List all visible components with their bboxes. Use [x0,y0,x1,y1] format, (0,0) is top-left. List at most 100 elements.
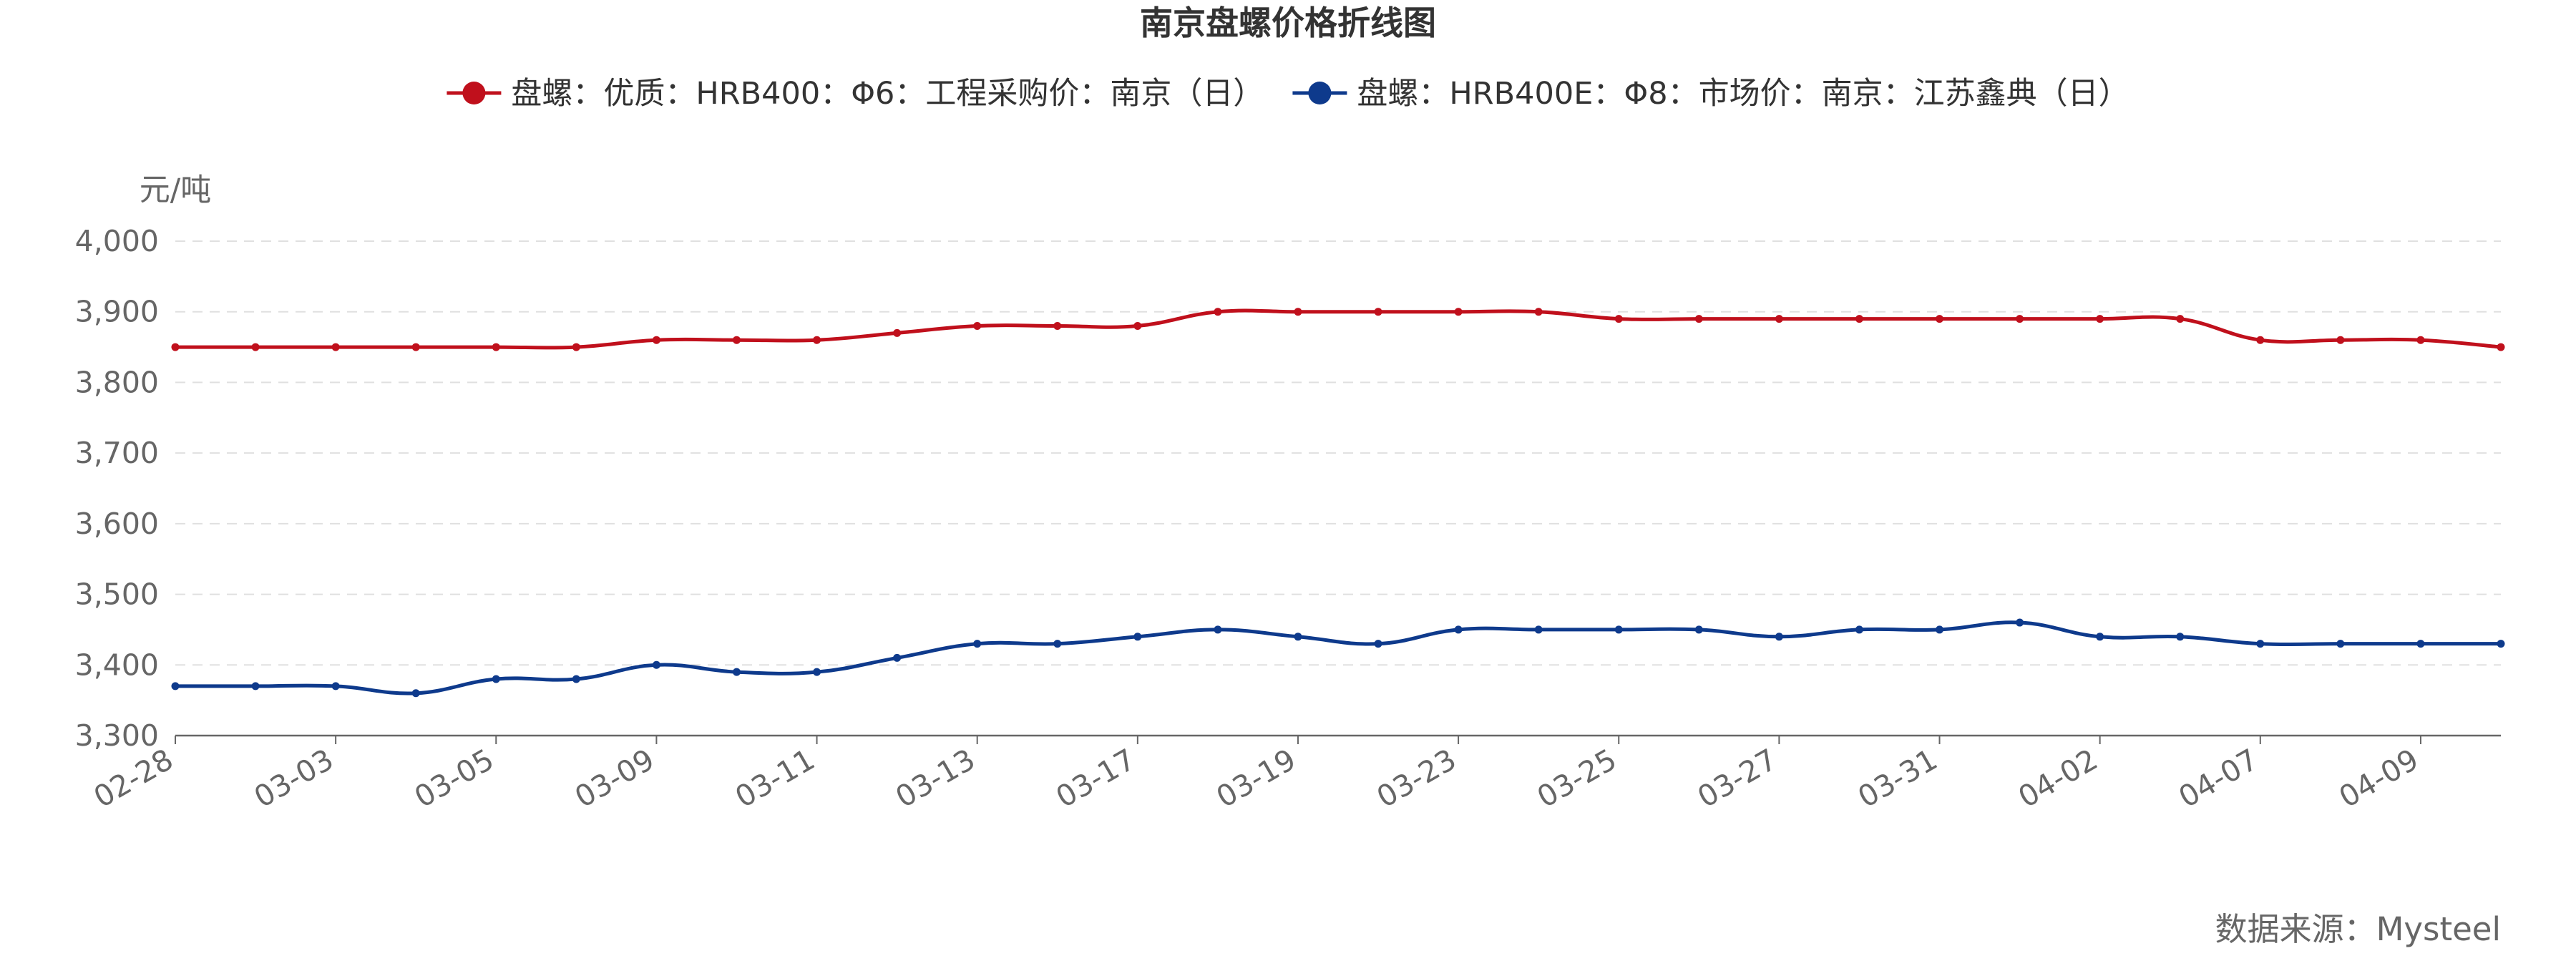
y-tick-label: 3,700 [75,436,159,470]
data-point[interactable] [1694,315,1703,323]
legend-label: 盘螺：HRB400E：Φ8：市场价：南京：江苏鑫典（日） [1357,76,2129,112]
data-point[interactable] [572,675,580,683]
data-point[interactable] [1133,633,1142,641]
data-point[interactable] [2096,633,2104,641]
data-point[interactable] [2256,336,2265,344]
data-point[interactable] [2096,315,2104,323]
series-2 [171,618,2505,698]
data-point[interactable] [732,668,741,676]
data-point[interactable] [973,321,982,330]
data-point[interactable] [2016,618,2024,627]
legend: 盘螺：优质：HRB400：Φ6：工程采购价：南京（日） 盘螺：HRB400E：Φ8… [447,76,2129,112]
data-point[interactable] [1534,308,1543,316]
x-tick-label: 03-23 [1371,742,1462,814]
data-point[interactable] [1775,315,1783,323]
data-source-note: 数据来源：Mysteel [2215,910,2501,948]
x-tick-label: 03-09 [569,742,660,814]
data-point[interactable] [1936,315,1944,323]
data-point[interactable] [652,660,660,669]
data-point[interactable] [1374,308,1382,316]
gridlines [175,240,2501,666]
data-point[interactable] [1775,633,1783,641]
y-tick-label: 3,500 [75,577,159,612]
legend-marker-icon [462,82,486,104]
x-tick-label: 03-27 [1692,742,1782,814]
legend-label: 盘螺：优质：HRB400：Φ6：工程采购价：南京（日） [511,76,1264,112]
y-tick-label: 3,300 [75,718,159,753]
data-point[interactable] [2176,315,2185,323]
data-point[interactable] [1855,625,1863,634]
data-point[interactable] [1374,640,1382,648]
legend-item-2[interactable]: 盘螺：HRB400E：Φ8：市场价：南京：江苏鑫典（日） [1292,76,2129,112]
data-point[interactable] [1694,625,1703,634]
legend-item-1[interactable]: 盘螺：优质：HRB400：Φ6：工程采购价：南京（日） [447,76,1264,112]
y-axis-unit-label: 元/吨 [140,172,212,208]
x-tick-label: 03-13 [890,742,981,814]
x-tick-label: 02-28 [88,742,179,814]
y-tick-label: 3,600 [75,507,159,541]
data-point[interactable] [492,343,500,351]
y-tick-label: 3,900 [75,295,159,329]
data-point[interactable] [813,336,821,344]
data-point[interactable] [1855,315,1863,323]
data-point[interactable] [1614,625,1623,634]
data-point[interactable] [1214,308,1222,316]
x-tick-label: 03-03 [248,742,339,814]
data-point[interactable] [1614,315,1623,323]
data-point[interactable] [251,682,260,691]
data-point[interactable] [732,336,741,344]
data-point[interactable] [1936,625,1944,634]
data-point[interactable] [1294,308,1302,316]
data-point[interactable] [893,653,902,662]
data-point[interactable] [331,682,340,691]
data-point[interactable] [1053,640,1062,648]
x-tick-label: 03-19 [1211,742,1302,814]
data-point[interactable] [411,343,420,351]
data-point[interactable] [2497,343,2505,351]
x-tick-label: 03-17 [1050,742,1141,814]
data-point[interactable] [492,675,500,683]
data-point[interactable] [1454,625,1463,634]
data-point[interactable] [171,682,180,691]
data-point[interactable] [2336,640,2345,648]
data-point[interactable] [1214,625,1222,634]
x-tick-label: 04-07 [2173,742,2264,814]
data-point[interactable] [893,328,902,337]
data-point[interactable] [2416,640,2425,648]
x-tick-label: 04-09 [2333,742,2424,814]
data-point[interactable] [1454,308,1463,316]
data-point[interactable] [171,343,180,351]
series-group [171,308,2505,698]
data-point[interactable] [572,343,580,351]
data-point[interactable] [2016,315,2024,323]
y-tick-label: 3,800 [75,365,159,399]
data-point[interactable] [251,343,260,351]
y-tick-label: 3,400 [75,648,159,682]
data-point[interactable] [2336,336,2345,344]
x-tick-label: 03-11 [729,742,820,814]
data-point[interactable] [331,343,340,351]
legend-marker-icon [1308,82,1332,104]
data-point[interactable] [652,336,660,344]
series-line [175,308,2502,350]
data-point[interactable] [2497,640,2505,648]
data-point[interactable] [411,689,420,698]
series-line [175,620,2501,696]
x-tick-label: 04-02 [2012,742,2103,814]
data-point[interactable] [973,640,982,648]
y-axis-ticks: 3,300 3,400 3,500 3,600 3,700 3,800 3,900 4,000 [75,224,159,753]
data-point[interactable] [2256,640,2265,648]
data-point[interactable] [1294,633,1302,641]
data-point[interactable] [1053,321,1062,330]
series-1 [171,308,2505,351]
data-point[interactable] [1133,321,1142,330]
x-tick-label: 03-25 [1531,742,1622,814]
data-point[interactable] [2176,633,2185,641]
data-point[interactable] [813,668,821,676]
data-point[interactable] [1534,625,1543,634]
data-point[interactable] [2416,336,2425,344]
y-tick-label: 4,000 [75,224,159,258]
chart-title: 南京盘螺价格折线图 [1140,4,1436,42]
x-tick-label: 03-05 [409,742,499,814]
